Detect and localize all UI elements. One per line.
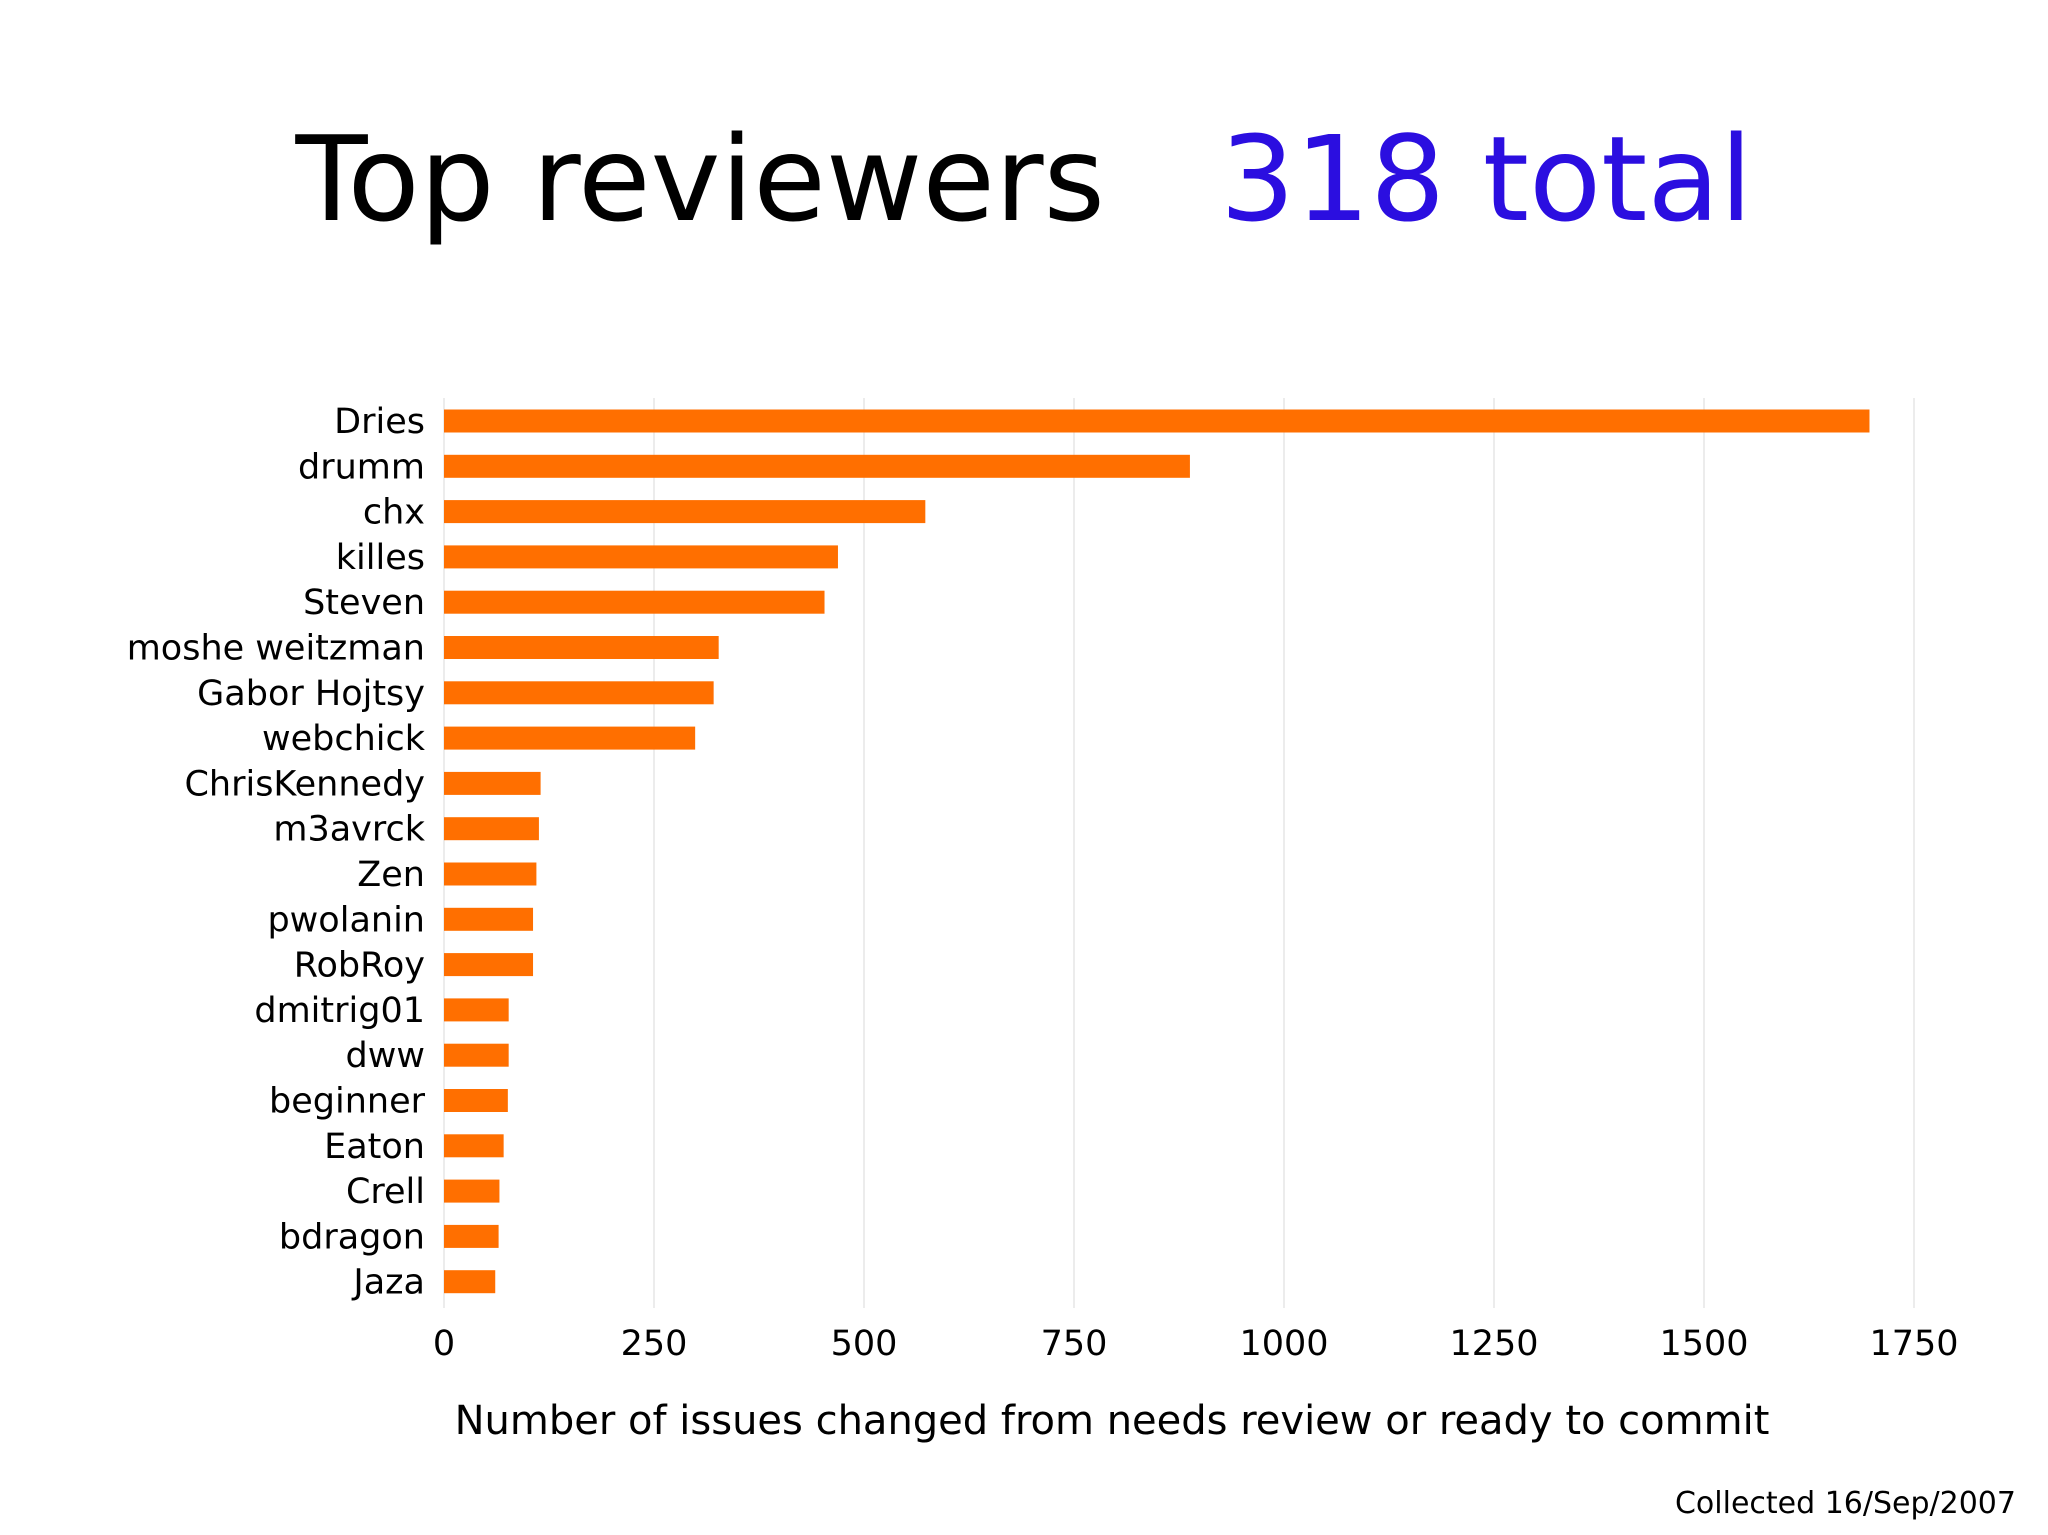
bars <box>444 409 1870 1294</box>
x-tick-label: 1000 <box>1239 1324 1328 1364</box>
chart-title: Top reviewers 318 total <box>0 120 2048 238</box>
category-label: m3avrck <box>273 810 425 850</box>
category-label: Gabor Hojtsy <box>197 674 425 714</box>
x-tick-label: 1250 <box>1449 1324 1538 1364</box>
x-tick-label: 1500 <box>1659 1324 1748 1364</box>
bar-eaton <box>444 1134 504 1158</box>
bar-killes <box>444 545 838 569</box>
x-tick-label: 1750 <box>1869 1324 1958 1364</box>
bar-dries <box>444 409 1870 433</box>
category-label: drumm <box>298 447 425 487</box>
x-tick-label: 0 <box>433 1324 455 1364</box>
title-main: Top reviewers <box>295 110 1105 248</box>
bar-steven <box>444 590 825 614</box>
bar-jaza <box>444 1270 496 1294</box>
bar-pwolanin <box>444 907 534 931</box>
category-label: beginner <box>269 1082 426 1122</box>
category-label: Eaton <box>324 1127 425 1167</box>
category-label: RobRoy <box>294 946 425 986</box>
title-total: 318 total <box>1219 110 1753 248</box>
grid-lines <box>443 398 1915 1308</box>
bar-dmitrig01 <box>444 998 509 1022</box>
bar-bdragon <box>444 1224 499 1248</box>
bar-drumm <box>444 454 1190 478</box>
x-tick-label: 500 <box>831 1324 898 1364</box>
bar-robroy <box>444 953 534 977</box>
category-label: ChrisKennedy <box>184 764 425 804</box>
collected-date: Collected 16/Sep/2007 <box>1674 1486 2016 1521</box>
bar-zen <box>444 862 537 886</box>
category-labels: Dries drumm chx killes Steven moshe weitzman G… <box>127 402 426 1303</box>
category-label: pwolanin <box>267 900 425 940</box>
bar-moshe-weitzman <box>444 636 719 659</box>
category-label: killes <box>336 538 425 578</box>
category-label: Zen <box>357 855 425 895</box>
category-label: moshe weitzman <box>127 629 425 669</box>
category-label: chx <box>363 493 425 533</box>
bar-beginner <box>444 1089 508 1112</box>
category-label: dmitrig01 <box>254 991 425 1031</box>
category-label: bdragon <box>279 1217 425 1257</box>
category-label: Jaza <box>351 1263 425 1303</box>
category-label: Dries <box>334 402 425 442</box>
bar-chriskennedy <box>444 771 541 795</box>
x-tick-label: 250 <box>621 1324 688 1364</box>
x-tick-label: 750 <box>1041 1324 1108 1364</box>
bar-chx <box>444 500 926 524</box>
category-label: dww <box>346 1036 425 1076</box>
x-axis-label: Number of issues changed from needs revi… <box>455 1398 1770 1444</box>
x-tick-labels: 0 250 500 750 1000 1250 1500 1750 <box>433 1324 1959 1364</box>
bar-gabor-hojtsy <box>444 681 714 705</box>
category-label: Steven <box>303 583 425 623</box>
category-label: Crell <box>346 1172 425 1212</box>
bar-crell <box>444 1179 500 1203</box>
bar-m3avrck <box>444 817 539 841</box>
bar-dww <box>444 1043 509 1067</box>
category-label: webchick <box>262 719 426 759</box>
bar-webchick <box>444 726 696 750</box>
